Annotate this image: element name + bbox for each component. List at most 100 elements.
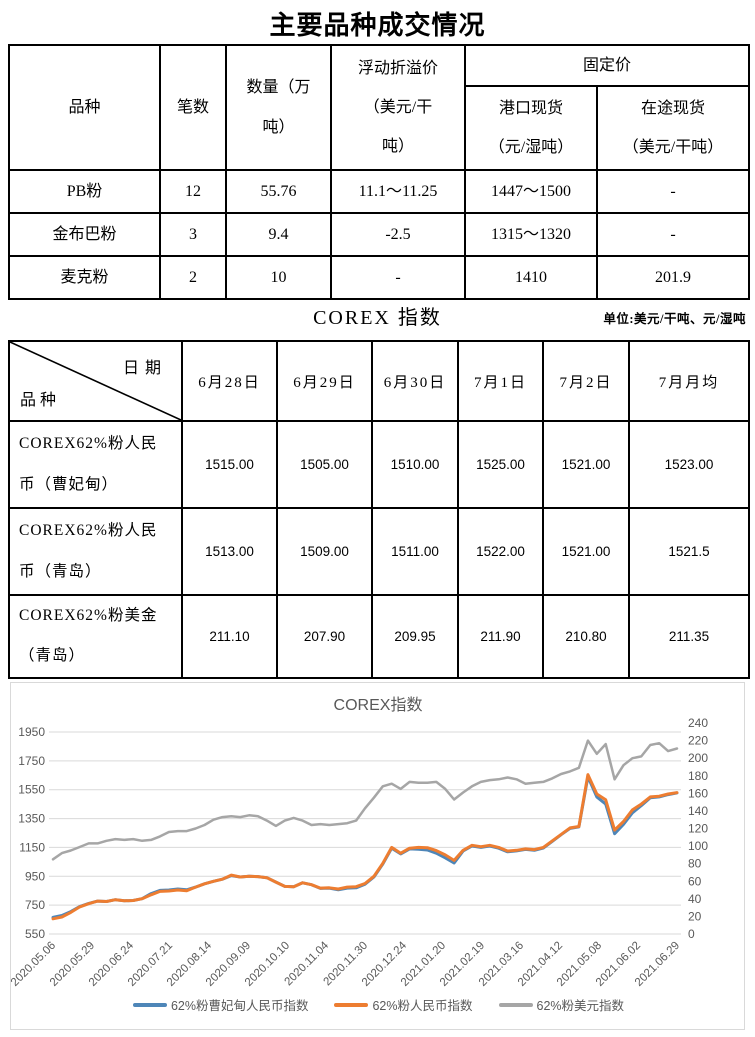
cell-quantity: 55.76 <box>225 169 332 214</box>
index-value: 211.90 <box>457 594 544 679</box>
y-axis-left-tick-label: 1550 <box>18 783 45 797</box>
series-line-2 <box>51 739 679 861</box>
col-header-transit-spot: 在途现货 （美元/干吨） <box>595 85 751 171</box>
legend-label: 62%粉美元指数 <box>536 999 625 1013</box>
legend-line-swatch <box>132 1002 167 1007</box>
table-row: COREX62%粉人民 币（曹妃甸） 1515.00 1505.00 1510.… <box>8 420 750 509</box>
chart-canvas: COREX指数 550 750 950 1150 1350 1550 1750 1950 0 20 4… <box>11 696 708 989</box>
cell-transit-spot: - <box>595 169 751 214</box>
legend-line-swatch <box>498 1002 533 1007</box>
index-value: 1522.00 <box>457 507 544 596</box>
corex-section-title: COREX 指数 <box>313 307 442 329</box>
col-header-count: 笔数 <box>159 44 227 171</box>
index-row-label: COREX62%粉人民 币（青岛） <box>8 507 183 596</box>
legend-item: 62%粉美元指数 <box>498 995 625 1014</box>
diagonal-divider <box>11 343 180 419</box>
date-header: 7月月均 <box>628 340 750 422</box>
cell-quantity: 9.4 <box>225 212 332 257</box>
index-value: 1523.00 <box>628 420 750 509</box>
index-value: 1521.00 <box>542 507 630 596</box>
y-axis-right-tick-label: 0 <box>688 927 695 941</box>
cell-variety: 麦克粉 <box>8 255 161 300</box>
cell-float-premium: - <box>330 255 466 300</box>
y-axis-right-tick-label: 160 <box>688 786 708 800</box>
index-row-label: COREX62%粉美金 （青岛） <box>8 594 183 679</box>
col-header-float-premium: 浮动折溢价 （美元/干 吨） <box>330 44 466 171</box>
series-line-1 <box>51 773 679 921</box>
index-value: 211.35 <box>628 594 750 679</box>
main-deals-table: 品种 笔数 数量（万 吨） 浮动折溢价 （美元/干 吨） 固定价 港口现货 （元… <box>8 44 751 300</box>
y-axis-left-tick-label: 750 <box>25 898 45 912</box>
date-header: 7月1日 <box>457 340 544 422</box>
table-row: COREX62%粉人民 币（青岛） 1513.00 1509.00 1511.0… <box>8 507 750 596</box>
cell-float-premium: -2.5 <box>330 212 466 257</box>
y-axis-right-tick-label: 100 <box>688 839 708 853</box>
col-header-quantity: 数量（万 吨） <box>225 44 332 171</box>
corex-index-table: 日期 品种 6月28日 6月29日 6月30日 7月1日 7月2日 7月月均 C… <box>8 340 750 679</box>
cell-count: 2 <box>159 255 227 300</box>
index-value: 1525.00 <box>457 420 544 509</box>
index-value: 1511.00 <box>371 507 459 596</box>
index-value: 1521.00 <box>542 420 630 509</box>
y-axis-right-tick-label: 180 <box>688 769 708 783</box>
y-axis-left-tick-label: 950 <box>25 869 45 883</box>
y-axis-left-tick-label: 1950 <box>18 725 45 739</box>
col-header-fixed-price: 固定价 <box>463 44 751 87</box>
col-header-port-spot: 港口现货 （元/湿吨） <box>464 85 598 171</box>
y-axis-right-tick-label: 120 <box>688 822 708 836</box>
table-row: COREX62%粉美金 （青岛） 211.10 207.90 209.95 21… <box>8 594 750 679</box>
cell-transit-spot: - <box>595 212 751 257</box>
y-axis-right-tick-label: 80 <box>688 857 702 871</box>
index-value: 211.10 <box>181 594 278 679</box>
page-title: 主要品种成交情况 <box>269 11 486 40</box>
cell-port-spot: 1447～1500 <box>464 169 598 214</box>
corex-line-chart: COREX指数 550 750 950 1150 1350 1550 1750 1950 0 20 4… <box>10 682 745 1030</box>
index-value: 1521.5 <box>628 507 750 596</box>
table-row: 麦克粉 2 10 - 1410 201.9 <box>8 255 751 300</box>
corner-label-date: 日期 <box>122 360 167 377</box>
cell-port-spot: 1410 <box>464 255 598 300</box>
y-axis-left-tick-label: 550 <box>25 927 45 941</box>
index-value: 210.80 <box>542 594 630 679</box>
unit-note: 单位:美元/干吨、元/湿吨 <box>603 312 746 326</box>
chart-legend: 62%粉曹妃甸人民币指数 62%粉人民币指数 62%粉美元指数 <box>11 995 746 1014</box>
date-header: 6月28日 <box>181 340 278 422</box>
index-value: 1515.00 <box>181 420 278 509</box>
corner-label-variety: 品种 <box>20 392 61 409</box>
y-axis-right-tick-label: 200 <box>688 751 708 765</box>
legend-line-swatch <box>334 1002 369 1007</box>
chart-title: COREX指数 <box>334 696 423 714</box>
cell-transit-spot: 201.9 <box>595 255 751 300</box>
y-axis-right-tick-label: 20 <box>688 909 702 923</box>
index-value: 1505.00 <box>276 420 373 509</box>
legend-item: 62%粉人民币指数 <box>334 995 473 1014</box>
table-row: PB粉 12 55.76 11.1～11.25 1447～1500 - <box>8 169 751 214</box>
date-header: 7月2日 <box>542 340 630 422</box>
index-value: 207.90 <box>276 594 373 679</box>
y-axis-right-tick-label: 240 <box>688 716 708 730</box>
col-header-variety: 品种 <box>8 44 161 171</box>
y-axis-right-tick-label: 40 <box>688 892 702 906</box>
y-axis-right-tick-label: 220 <box>688 734 708 748</box>
cell-count: 3 <box>159 212 227 257</box>
y-axis-left-tick-label: 1350 <box>18 812 45 826</box>
legend-label: 62%粉曹妃甸人民币指数 <box>170 999 309 1013</box>
date-header: 6月29日 <box>276 340 373 422</box>
index-value: 1510.00 <box>371 420 459 509</box>
y-axis-right-tick-label: 140 <box>688 804 708 818</box>
cell-float-premium: 11.1～11.25 <box>330 169 466 214</box>
y-axis-left-tick-label: 1150 <box>19 840 45 854</box>
table-row: 金布巴粉 3 9.4 -2.5 1315～1320 - <box>8 212 751 257</box>
index-value: 1513.00 <box>181 507 278 596</box>
cell-quantity: 10 <box>225 255 332 300</box>
cell-variety: 金布巴粉 <box>8 212 161 257</box>
y-axis-left-tick-label: 1750 <box>18 754 45 768</box>
cell-variety: PB粉 <box>8 169 161 214</box>
index-row-label: COREX62%粉人民 币（曹妃甸） <box>8 420 183 509</box>
y-axis-right-tick-label: 60 <box>688 874 702 888</box>
corner-header-cell: 日期 品种 <box>8 340 183 422</box>
cell-count: 12 <box>159 169 227 214</box>
legend-label: 62%粉人民币指数 <box>372 999 473 1013</box>
index-value: 1509.00 <box>276 507 373 596</box>
